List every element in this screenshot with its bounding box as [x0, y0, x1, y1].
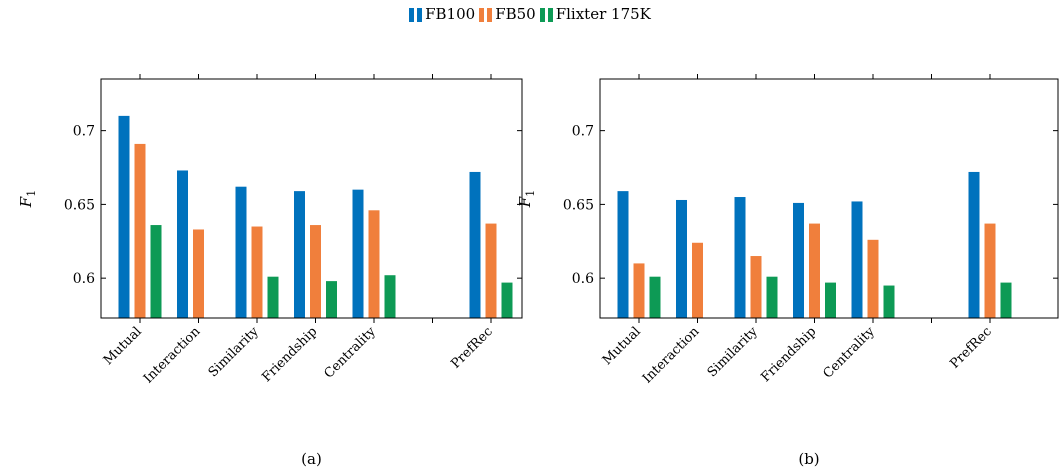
- bar: [766, 276, 778, 318]
- x-tick-label: Interaction: [640, 324, 703, 387]
- bar: [177, 170, 188, 318]
- bar: [984, 223, 996, 318]
- bar: [368, 210, 380, 318]
- x-tick-label: Friendship: [758, 324, 819, 385]
- bar: [617, 191, 629, 318]
- x-tick-label: PrefRec: [947, 324, 995, 372]
- x-tick-label: Similarity: [705, 324, 762, 381]
- bar: [193, 229, 204, 318]
- bar: [692, 242, 703, 318]
- chart-legend: FB100 FB50 Flixter 175K: [0, 3, 1060, 23]
- bar: [469, 171, 481, 318]
- chart-caption: (a): [301, 450, 322, 468]
- bar: [235, 186, 247, 318]
- y-tick-label: 0.7: [73, 124, 95, 140]
- x-tick-label: Mutual: [101, 324, 145, 368]
- y-axis-label-subscript: 1: [25, 190, 38, 197]
- bar: [150, 225, 162, 318]
- x-tick-label: Friendship: [259, 324, 320, 385]
- legend-swatch: [409, 5, 425, 23]
- legend-label: Flixter 175K: [555, 4, 651, 23]
- bar: [384, 275, 396, 318]
- legend-item: FB100: [409, 4, 475, 23]
- bar: [809, 223, 820, 318]
- y-tick-label: 0.65: [64, 197, 95, 213]
- bar: [883, 285, 895, 318]
- bar: [118, 115, 130, 318]
- x-tick-label: Centrality: [820, 324, 878, 382]
- x-tick-label: PrefRec: [448, 324, 496, 372]
- bar: [968, 171, 980, 318]
- bar: [352, 189, 364, 318]
- bar: [485, 223, 497, 318]
- bar: [310, 225, 321, 318]
- plot-frame: [100, 78, 523, 319]
- y-axis-label: F1: [17, 190, 38, 208]
- bar: [1000, 282, 1012, 318]
- y-tick-label: 0.6: [572, 271, 594, 287]
- bar: [251, 226, 263, 318]
- x-tick-label: Interaction: [141, 324, 204, 387]
- plot-frame: [599, 78, 1059, 319]
- y-tick-label: 0.65: [563, 197, 594, 213]
- x-tick-label: Centrality: [321, 324, 379, 382]
- y-axis-label: F1: [516, 190, 537, 208]
- legend-label: FB50: [495, 4, 536, 23]
- bar: [649, 276, 661, 318]
- bar: [633, 263, 645, 318]
- bar: [734, 197, 746, 318]
- y-tick-label: 0.6: [73, 271, 95, 287]
- y-axis-label-main: F: [17, 196, 35, 208]
- bar: [793, 202, 804, 318]
- y-axis-label-main: F: [516, 196, 534, 208]
- bar: [326, 281, 337, 318]
- chart-caption: (b): [798, 450, 819, 468]
- x-tick-label: Mutual: [600, 324, 644, 368]
- bar: [825, 282, 836, 318]
- bar: [867, 239, 879, 318]
- x-tick-label: Similarity: [206, 324, 263, 381]
- legend-item: FB50: [479, 4, 536, 23]
- legend-swatch: [539, 5, 556, 23]
- bar: [501, 282, 513, 318]
- legend-swatch: [479, 5, 495, 23]
- y-tick-label: 0.7: [572, 124, 594, 140]
- bar: [294, 191, 305, 318]
- legend-label: FB100: [425, 4, 476, 23]
- bar: [851, 201, 863, 318]
- bar: [134, 143, 146, 318]
- bar: [750, 256, 762, 318]
- legend-item: Flixter 175K: [539, 4, 651, 23]
- bar: [267, 276, 279, 318]
- bar: [676, 199, 687, 318]
- y-axis-label-subscript: 1: [524, 190, 537, 197]
